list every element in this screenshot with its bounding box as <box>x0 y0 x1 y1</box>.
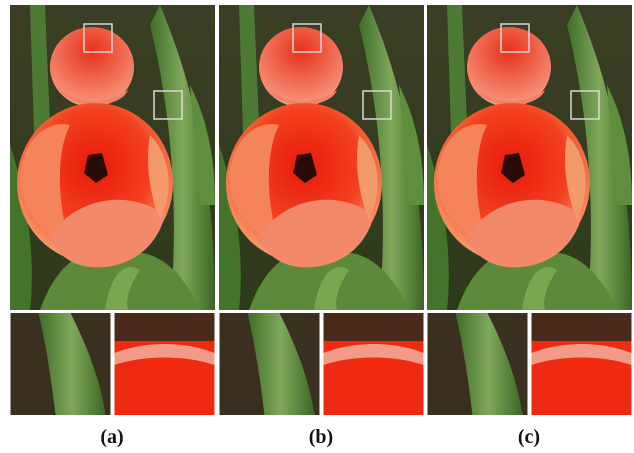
crop-leaf <box>11 313 111 415</box>
crop-petal <box>324 313 424 415</box>
panel: (b) <box>219 5 424 448</box>
main-image <box>219 5 424 310</box>
panel: (a) <box>10 5 215 448</box>
crop-petal <box>115 313 215 415</box>
crop-leaf <box>220 313 320 415</box>
crop-leaf <box>428 313 528 415</box>
figure: (a) (b) (c) <box>0 0 634 453</box>
main-image <box>10 5 215 310</box>
main-image <box>427 5 632 310</box>
crop-petal <box>532 313 632 415</box>
panel-label: (c) <box>518 426 540 448</box>
panel: (c) <box>427 5 632 448</box>
panel-label: (a) <box>100 426 123 448</box>
panel-label: (b) <box>309 426 333 448</box>
page: {"panels": [{"label": "(a)"}, {"label": … <box>0 0 634 453</box>
